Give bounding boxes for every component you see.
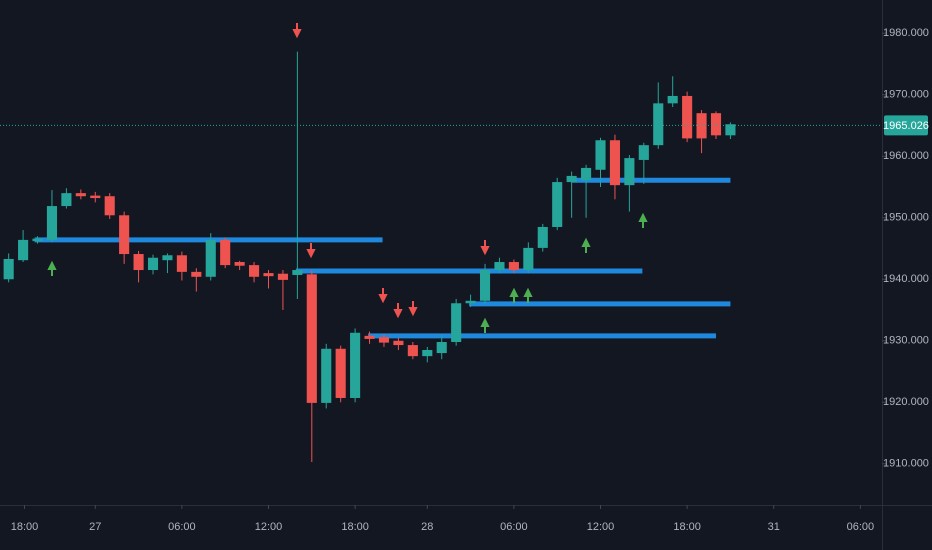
candle-body bbox=[479, 270, 491, 301]
y-tick-label: 1920.000 bbox=[883, 396, 929, 408]
last-price-box bbox=[884, 115, 928, 136]
x-tick-label: 06:00 bbox=[168, 521, 196, 533]
candle-body bbox=[393, 340, 404, 346]
y-tick-label: 1970.000 bbox=[883, 89, 929, 101]
candle-body bbox=[465, 300, 476, 304]
candle-body bbox=[104, 196, 115, 216]
candle-body bbox=[581, 167, 592, 181]
candle-body bbox=[3, 258, 14, 280]
candle-body bbox=[566, 175, 577, 183]
x-tick-label: 27 bbox=[89, 521, 101, 533]
buy-signals bbox=[47, 212, 648, 333]
buy-arrow bbox=[523, 287, 533, 303]
y-tick-label: 1960.000 bbox=[883, 150, 929, 162]
last-price-label: 1965.026 bbox=[883, 120, 929, 132]
candle-body bbox=[46, 206, 58, 240]
candle-body bbox=[61, 193, 72, 207]
sell-arrow bbox=[306, 243, 316, 259]
candle-body bbox=[653, 103, 664, 146]
candle-body bbox=[407, 345, 418, 357]
candle-body bbox=[321, 348, 332, 403]
candle-body bbox=[277, 273, 288, 280]
candle-body bbox=[523, 247, 534, 271]
y-tick-label: 1980.000 bbox=[883, 27, 929, 39]
candle-body bbox=[552, 182, 563, 227]
x-tick-label: 06:00 bbox=[847, 521, 875, 533]
candle-body bbox=[422, 349, 433, 357]
candle-body bbox=[75, 193, 86, 197]
candle-body bbox=[624, 158, 635, 186]
candle-body bbox=[306, 274, 317, 403]
x-tick-label: 12:00 bbox=[255, 521, 283, 533]
signals bbox=[47, 23, 648, 333]
buy-arrow bbox=[581, 237, 591, 253]
candle-body bbox=[249, 265, 260, 277]
candle-body bbox=[638, 145, 649, 160]
candle-body bbox=[609, 140, 620, 186]
y-tick-label: 1940.000 bbox=[883, 273, 929, 285]
candle-body bbox=[90, 195, 101, 199]
candle-body bbox=[595, 140, 606, 170]
buy-arrow bbox=[509, 287, 519, 303]
sell-arrow bbox=[408, 301, 418, 317]
x-tick-label: 31 bbox=[768, 521, 780, 533]
candle-body bbox=[494, 262, 505, 271]
candle-body bbox=[119, 215, 130, 255]
candle-body bbox=[378, 337, 390, 343]
buy-arrow bbox=[47, 260, 57, 276]
sell-arrow bbox=[292, 23, 302, 39]
candle-body bbox=[220, 239, 231, 266]
x-tick-label: 06:00 bbox=[500, 521, 528, 533]
candle-body bbox=[263, 273, 274, 277]
candle-body bbox=[205, 239, 216, 277]
candle-body bbox=[292, 270, 303, 275]
candle-body bbox=[147, 257, 159, 271]
candle-body bbox=[696, 113, 707, 139]
candle-body bbox=[682, 95, 693, 139]
candle-body bbox=[451, 303, 462, 342]
y-tick-label: 1950.000 bbox=[883, 212, 929, 224]
candle-body bbox=[350, 332, 361, 398]
sell-arrow bbox=[393, 303, 403, 319]
x-tick-label: 18:00 bbox=[673, 521, 701, 533]
candle-body bbox=[364, 335, 375, 339]
x-tick-label: 12:00 bbox=[587, 521, 615, 533]
candle-body bbox=[508, 262, 519, 271]
candle-body bbox=[162, 255, 173, 261]
sell-arrow bbox=[378, 288, 388, 304]
y-tick-label: 1910.000 bbox=[883, 458, 929, 470]
sell-signals bbox=[292, 23, 490, 319]
x-tick-label: 18:00 bbox=[341, 521, 369, 533]
buy-arrow bbox=[480, 317, 490, 333]
x-tick-label: 28 bbox=[421, 521, 433, 533]
candle-body bbox=[537, 226, 548, 248]
x-tick-label: 18:00 bbox=[11, 521, 39, 533]
buy-arrow bbox=[638, 212, 648, 228]
candle-body bbox=[191, 271, 202, 277]
candle-body bbox=[234, 262, 245, 266]
candle-body bbox=[667, 95, 678, 104]
candle-body bbox=[710, 113, 722, 136]
candle-body bbox=[436, 341, 447, 354]
candle-body bbox=[725, 124, 736, 136]
sell-arrow bbox=[480, 240, 490, 256]
candle-body bbox=[176, 255, 187, 272]
candle-body bbox=[32, 238, 43, 242]
candle-body bbox=[18, 239, 29, 261]
candle-body bbox=[133, 254, 144, 271]
candle-body bbox=[335, 348, 346, 398]
y-tick-label: 1930.000 bbox=[883, 335, 929, 347]
